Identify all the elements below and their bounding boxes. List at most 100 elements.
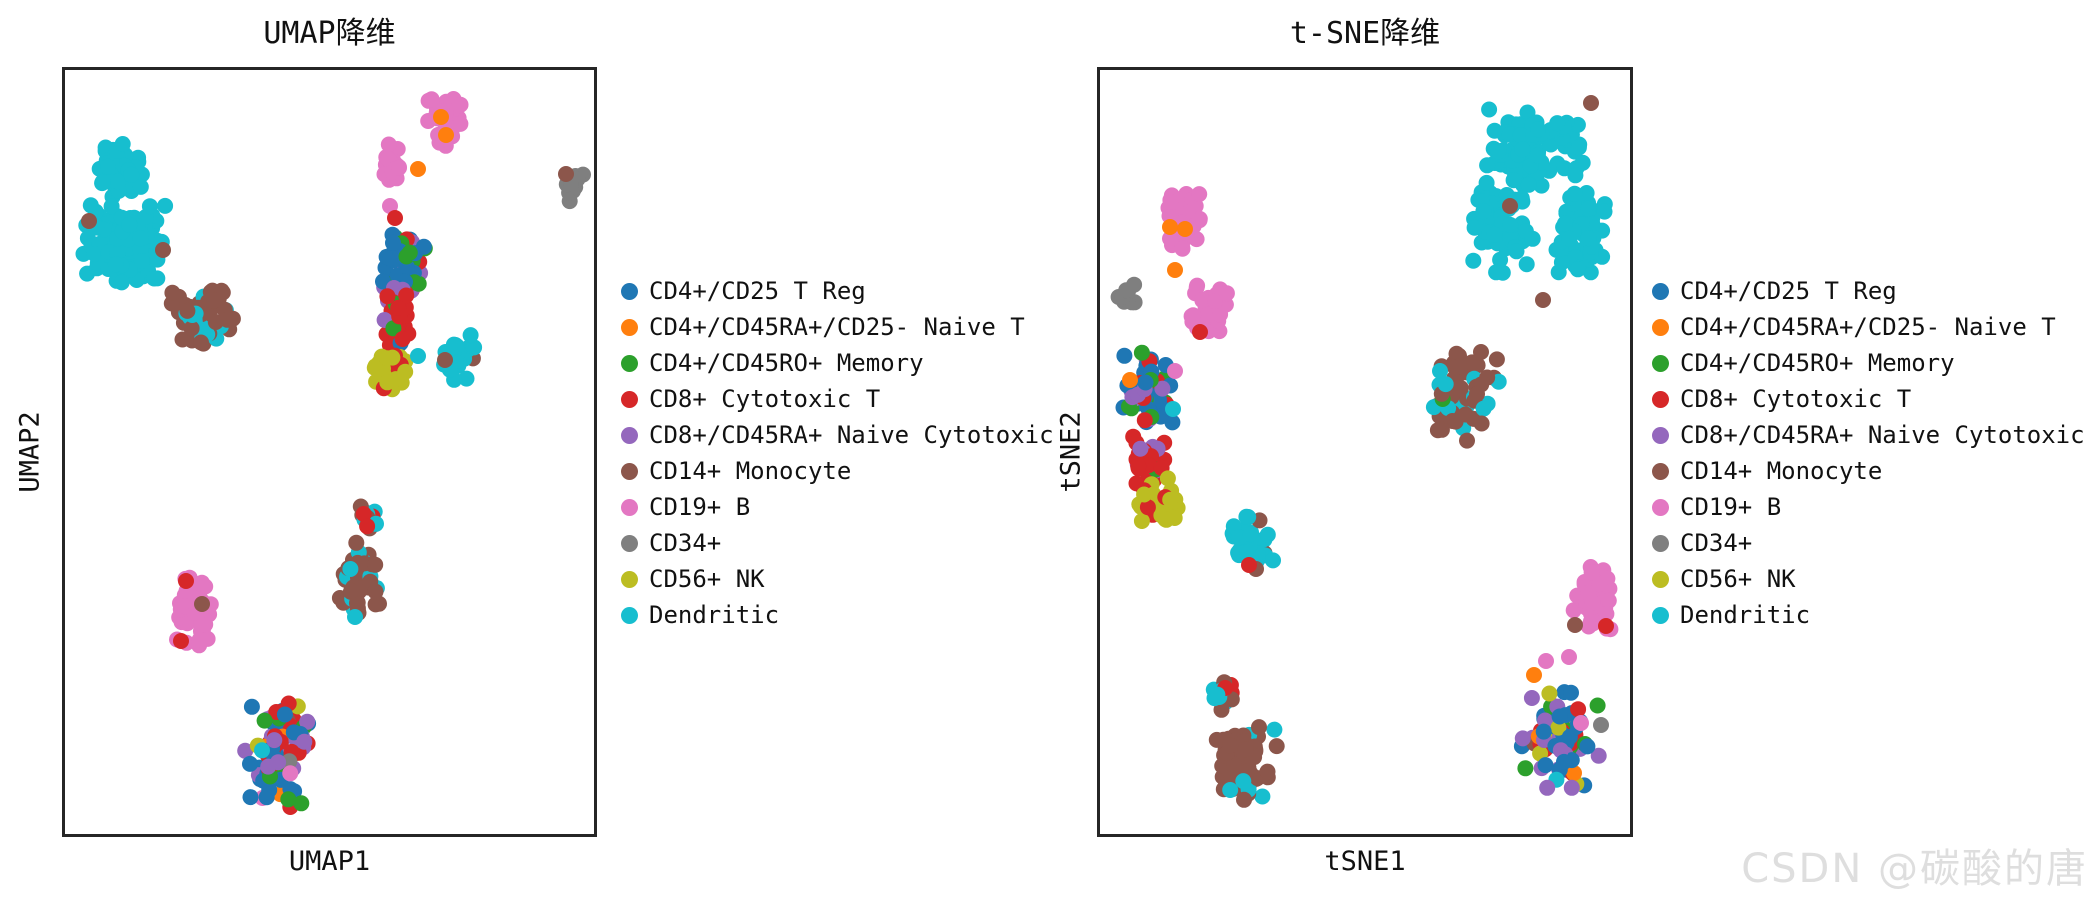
scatter-point bbox=[1565, 602, 1582, 619]
scatter-point bbox=[1122, 372, 1138, 388]
scatter-point bbox=[123, 166, 140, 183]
umap-x-axis-label: UMAP1 bbox=[288, 846, 371, 877]
scatter-point bbox=[1538, 653, 1554, 669]
memory-swatch-icon bbox=[621, 354, 638, 372]
legend-label: CD19+ B bbox=[1680, 493, 1782, 521]
legend-item-treg: CD4+/CD25 T Reg bbox=[621, 273, 1054, 309]
scatter-point bbox=[282, 765, 299, 782]
scatter-point bbox=[1508, 243, 1525, 260]
scatter-point bbox=[1569, 261, 1586, 278]
scatter-point bbox=[1583, 564, 1600, 581]
scatter-point bbox=[1162, 219, 1178, 235]
scatter-point bbox=[1518, 256, 1535, 273]
scatter-point bbox=[242, 789, 259, 806]
scatter-point bbox=[1133, 344, 1150, 361]
scatter-point bbox=[1580, 618, 1597, 635]
scatter-point bbox=[410, 348, 426, 364]
scatter-point bbox=[114, 136, 131, 152]
scatter-point bbox=[1556, 215, 1573, 232]
scatter-point bbox=[379, 288, 396, 305]
scatter-point bbox=[1570, 139, 1587, 156]
csdn-watermark: CSDN @碳酸的唐 bbox=[1741, 846, 2088, 892]
scatter-point bbox=[558, 166, 574, 182]
scatter-point bbox=[280, 791, 297, 808]
scatter-point bbox=[1526, 667, 1542, 683]
scatter-point bbox=[1486, 226, 1503, 243]
scatter-point bbox=[1524, 230, 1541, 247]
scatter-point bbox=[1213, 701, 1230, 718]
scatter-point bbox=[113, 274, 130, 291]
scatter-point bbox=[1238, 508, 1255, 525]
scatter-point bbox=[1583, 95, 1599, 111]
scatter-point bbox=[155, 242, 171, 258]
scatter-point bbox=[1177, 221, 1193, 237]
scatter-point bbox=[1174, 240, 1191, 257]
scatter-point bbox=[1429, 422, 1446, 439]
scatter-point bbox=[1589, 697, 1606, 714]
scatter-point bbox=[1157, 511, 1174, 528]
scatter-point bbox=[1561, 649, 1577, 665]
legend-item-memory: CD4+/CD45RO+ Memory bbox=[1652, 345, 2085, 381]
scatter-point bbox=[1537, 757, 1554, 774]
scatter-point bbox=[94, 174, 111, 190]
scatter-point bbox=[243, 698, 260, 715]
legend-label: CD34+ bbox=[649, 529, 722, 557]
scatter-point bbox=[1165, 401, 1181, 417]
scatter-point bbox=[1192, 324, 1208, 340]
scatter-point bbox=[452, 115, 469, 132]
scatter-point bbox=[1593, 717, 1609, 733]
scatter-point bbox=[1596, 203, 1613, 220]
scatter-point bbox=[379, 350, 396, 367]
scatter-point bbox=[1512, 127, 1529, 144]
treg-swatch-icon bbox=[1652, 282, 1669, 300]
scatter-point bbox=[458, 370, 475, 387]
scatter-point bbox=[109, 173, 126, 190]
scatter-point bbox=[1236, 791, 1252, 808]
legend-label: CD8+/CD45RA+ Naive Cytotoxic bbox=[649, 421, 1054, 449]
legend-item-cd34: CD34+ bbox=[621, 525, 1054, 561]
scatter-point bbox=[433, 109, 449, 125]
legend-item-cd8: CD8+ Cytotoxic T bbox=[621, 381, 1054, 417]
scatter-point bbox=[1475, 400, 1492, 417]
scatter-point bbox=[194, 576, 211, 593]
scatter-point bbox=[449, 338, 465, 355]
scatter-point bbox=[193, 616, 210, 633]
scatter-point bbox=[1212, 306, 1229, 323]
scatter-point bbox=[285, 724, 302, 741]
b-cell-swatch-icon bbox=[1652, 498, 1669, 516]
scatter-point bbox=[206, 292, 223, 309]
scatter-point bbox=[394, 331, 411, 347]
legend-label: CD14+ Monocyte bbox=[1680, 457, 1883, 485]
scatter-point bbox=[81, 213, 97, 229]
scatter-point bbox=[1133, 513, 1150, 529]
scatter-point bbox=[1561, 728, 1578, 745]
scatter-point bbox=[1437, 376, 1454, 393]
legend-label: CD4+/CD25 T Reg bbox=[1680, 277, 1897, 305]
umap-plot-title: UMAP降维 bbox=[263, 16, 396, 51]
dendritic-swatch-icon bbox=[621, 606, 638, 624]
scatter-point bbox=[293, 795, 310, 812]
scatter-point bbox=[173, 633, 189, 649]
scatter-point bbox=[1570, 701, 1587, 718]
umap-legend: CD4+/CD25 T Reg CD4+/CD45RA+/CD25- Naive… bbox=[621, 273, 1054, 633]
scatter-point bbox=[266, 732, 283, 749]
legend-label: CD8+ Cytotoxic T bbox=[649, 385, 881, 413]
scatter-point bbox=[179, 302, 196, 319]
scatter-point bbox=[462, 327, 479, 344]
scatter-point bbox=[132, 178, 149, 195]
scatter-point bbox=[1553, 254, 1570, 271]
legend-item-naive-t: CD4+/CD45RA+/CD25- Naive T bbox=[621, 309, 1054, 345]
scatter-point bbox=[423, 91, 440, 108]
scatter-point bbox=[1591, 576, 1608, 593]
scatter-point bbox=[1448, 345, 1465, 362]
legend-item-b-cell: CD19+ B bbox=[1652, 489, 2085, 525]
legend-label: Dendritic bbox=[1680, 601, 1811, 629]
scatter-point bbox=[237, 742, 254, 759]
scatter-point bbox=[194, 596, 210, 612]
scatter-point bbox=[1209, 686, 1226, 703]
scatter-point bbox=[157, 197, 174, 214]
legend-label: Dendritic bbox=[649, 601, 780, 629]
legend-label: CD4+/CD45RA+/CD25- Naive T bbox=[649, 313, 1025, 341]
scatter-point bbox=[1563, 684, 1579, 701]
scatter-point bbox=[379, 374, 396, 391]
